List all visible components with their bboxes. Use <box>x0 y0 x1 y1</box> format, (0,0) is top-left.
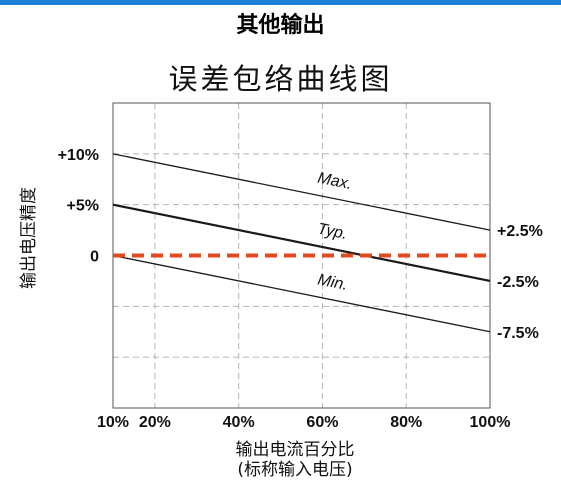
x-tick-label: 80% <box>390 414 422 431</box>
section-title: 其他输出 <box>236 13 325 38</box>
y-tick-label: 0 <box>90 249 99 266</box>
chart-title: 误差包络曲线图 <box>168 62 393 96</box>
x-tick-label: 40% <box>223 414 255 431</box>
x-axis-label: 输出电流百分比 (标称输入电压) <box>0 440 561 480</box>
end-value-label: -7.5% <box>497 325 539 342</box>
x-axis-label-main: 输出电流百分比 <box>235 440 355 460</box>
x-axis-label-sub: (标称输入电压) <box>237 460 353 480</box>
series-label-typ: Typ. <box>316 221 349 244</box>
x-tick-label: 60% <box>306 414 338 431</box>
plot-frame <box>112 102 491 409</box>
series-label-min: Min. <box>316 271 349 294</box>
x-tick-label: 10% <box>97 414 129 431</box>
y-tick-label: +10% <box>58 147 99 164</box>
top-accent-bar <box>0 0 561 5</box>
y-axis-label: 输出电压精度 <box>19 187 39 289</box>
series-line-typ <box>112 203 491 282</box>
end-value-label: -2.5% <box>497 274 539 291</box>
x-tick-label: 100% <box>470 414 511 431</box>
end-value-label: +2.5% <box>497 223 543 240</box>
y-tick-label: +5% <box>67 198 99 215</box>
x-tick-label: 20% <box>139 414 171 431</box>
series-line-min <box>112 254 491 333</box>
series-label-max: Max. <box>316 170 353 194</box>
series-line-max <box>112 153 491 231</box>
grid-lines <box>113 103 490 408</box>
